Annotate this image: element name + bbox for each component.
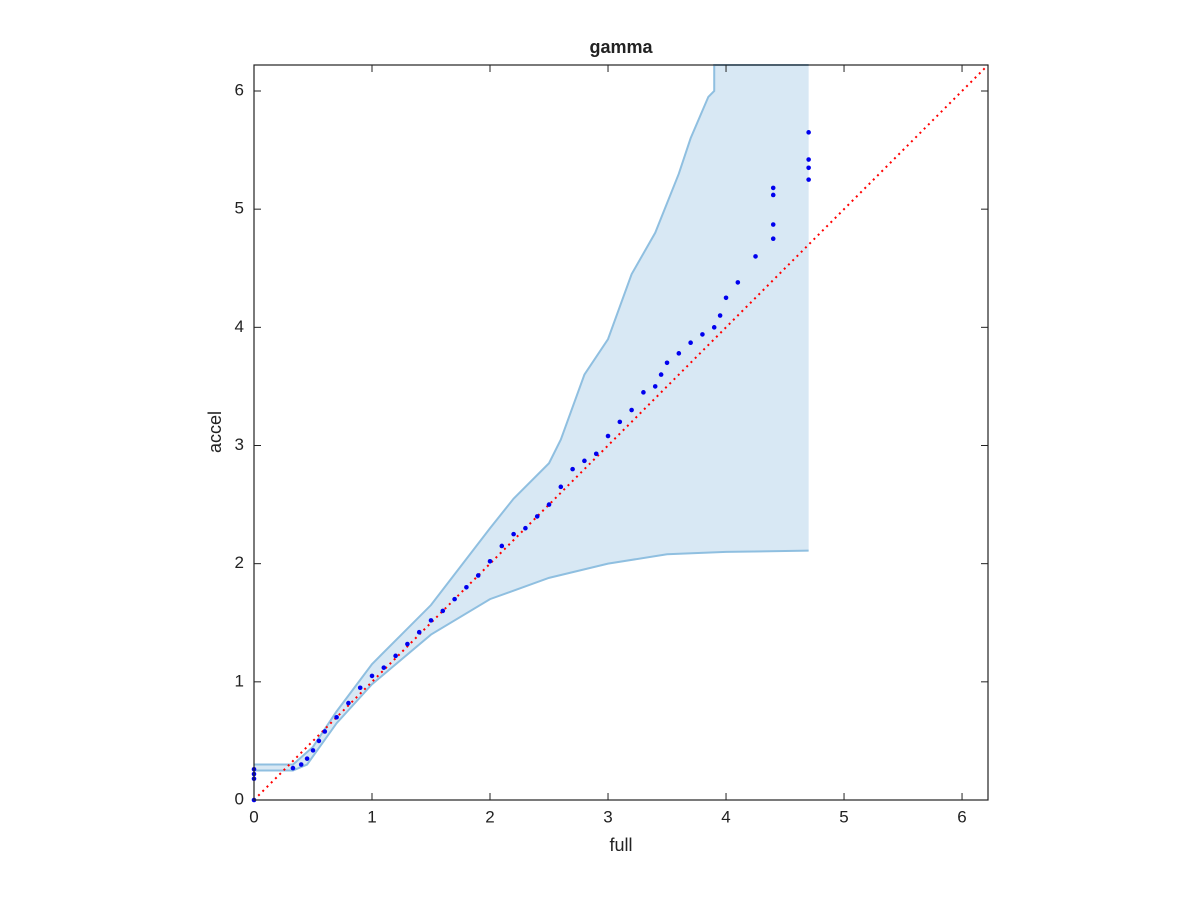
point [735,280,741,285]
point [369,673,375,679]
point [298,762,304,767]
point [452,596,457,602]
point [717,313,723,318]
point [511,531,516,537]
point [770,192,776,198]
y-tick-label: 2 [235,553,244,572]
point [346,700,351,706]
point [753,254,758,259]
point [570,466,575,472]
point [806,130,811,135]
point [558,484,564,490]
point [357,685,363,691]
confidence-band [254,65,809,771]
point [617,419,623,425]
axes-box [253,64,989,801]
y-tick-label: 3 [235,435,244,454]
x-tick-label: 3 [603,807,612,826]
point [304,756,310,761]
y-tick-label: 6 [235,80,244,99]
point [806,177,811,182]
point [770,185,776,191]
x-tick-label: 2 [485,807,494,826]
point [290,765,296,771]
band-upper [254,64,809,766]
point [806,165,811,171]
x-tick-label: 6 [957,807,966,826]
point [416,629,422,635]
x-tick-label: 4 [721,807,730,826]
point [334,714,339,720]
point [723,295,729,301]
point [629,407,634,413]
point [310,748,316,753]
x-tick-label: 0 [249,807,258,826]
point [605,433,611,439]
point [770,236,776,242]
point [523,525,528,531]
point [770,222,776,227]
x-axis-label: full [609,835,632,855]
point [664,360,670,366]
chart-title: gamma [589,37,653,57]
y-tick-label: 4 [235,317,244,336]
point [652,384,658,389]
point [658,372,664,377]
point [641,390,646,395]
point [475,573,481,578]
band-lower [254,549,809,772]
point [676,351,682,356]
x-tick-label: 1 [367,807,376,826]
point [688,340,693,345]
point [487,559,493,564]
point [582,458,587,464]
point [711,325,717,330]
point [499,543,505,549]
point [428,618,434,623]
point [464,584,469,590]
y-tick-label: 0 [235,789,244,808]
point [806,157,811,162]
point [534,514,540,519]
x-tick-label: 5 [839,807,848,826]
y-tick-label: 1 [235,671,244,690]
point [322,729,328,734]
point [440,608,446,614]
point [393,653,398,659]
point [405,641,410,647]
y-tick-label: 5 [235,199,244,218]
point [316,738,322,744]
point [593,451,599,457]
point [700,332,705,337]
y-axis-label: accel [205,411,225,453]
point [546,502,552,507]
reference-line [253,64,989,801]
point [381,665,387,670]
